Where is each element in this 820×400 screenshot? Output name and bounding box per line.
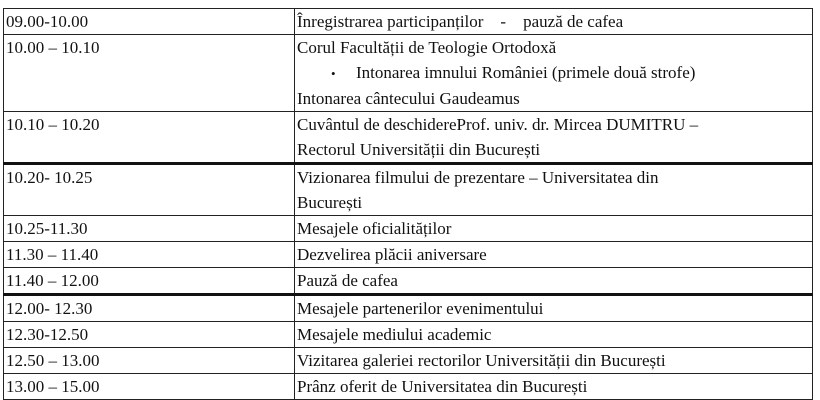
time-cell: 11.40 – 12.00 [3, 267, 295, 295]
table-row: 10.25-11.30 Mesajele oficialităților [3, 215, 813, 242]
time-cell: 12.30-12.50 [3, 321, 295, 348]
time-cell: 09.00-10.00 [3, 8, 295, 35]
time-cell: 12.50 – 13.00 [3, 347, 295, 374]
activity-cell: Mesajele partenerilor evenimentului [294, 293, 813, 322]
time-cell: 10.10 – 10.20 [3, 111, 295, 164]
activity-cell: Corul Facultății de Teologie Ortodoxă • I… [294, 34, 813, 112]
activity-cell: Cuvântul de deschidereProf. univ. dr. Mi… [294, 111, 813, 164]
table-row: 09.00-10.00 Înregistrarea participanțilo… [3, 8, 813, 35]
schedule-table: 09.00-10.00 Înregistrarea participanțilo… [3, 8, 813, 400]
table-row: 12.30-12.50 Mesajele mediului academic [3, 321, 813, 348]
time-cell: 10.25-11.30 [3, 215, 295, 242]
activity-cell: Vizionarea filmului de prezentare – Univ… [294, 162, 813, 216]
bullet-icon: • [331, 66, 336, 81]
activity-text: Intonarea cântecului Gaudeamus [297, 89, 520, 108]
table-row: 11.30 – 11.40 Dezvelirea plăcii aniversa… [3, 241, 813, 268]
time-cell: 10.20- 10.25 [3, 162, 295, 216]
activity-text: Corul Facultății de Teologie Ortodoxă [297, 38, 557, 57]
table-row: 10.00 – 10.10 Corul Facultății de Teolog… [3, 34, 813, 112]
table-row: 12.00- 12.30 Mesajele partenerilor eveni… [3, 293, 813, 322]
activity-cell: Dezvelirea plăcii aniversare [294, 241, 813, 268]
activity-cell: Prânz oferit de Universitatea din Bucure… [294, 373, 813, 400]
bullet-text: Intonarea imnului României (primele două… [356, 63, 696, 82]
activity-cell: Mesajele oficialităților [294, 215, 813, 242]
time-cell: 13.00 – 15.00 [3, 373, 295, 400]
table-row: 10.20- 10.25 Vizionarea filmului de prez… [3, 162, 813, 216]
activity-text: Vizionarea filmului de prezentare – Univ… [297, 168, 659, 187]
table-row: 13.00 – 15.00 Prânz oferit de Universita… [3, 373, 813, 400]
time-cell: 11.30 – 11.40 [3, 241, 295, 268]
activity-text: Înregistrarea participanților - pauză de… [297, 12, 624, 31]
bullet-item: • Intonarea imnului României (primele dou… [297, 60, 810, 86]
activity-cell: Vizitarea galeriei rectorilor Universită… [294, 347, 813, 374]
table-row: 12.50 – 13.00 Vizitarea galeriei rectori… [3, 347, 813, 374]
activity-cell: Pauză de cafea [294, 267, 813, 295]
activity-text: Cuvântul de deschidereProf. univ. dr. Mi… [297, 115, 699, 134]
table-row: 11.40 – 12.00 Pauză de cafea [3, 267, 813, 295]
activity-cell: Mesajele mediului academic [294, 321, 813, 348]
time-cell: 12.00- 12.30 [3, 293, 295, 322]
table-row: 10.10 – 10.20 Cuvântul de deschidereProf… [3, 111, 813, 164]
activity-text: București [297, 193, 363, 212]
activity-cell: Înregistrarea participanților - pauză de… [294, 8, 813, 35]
activity-text: Rectorul Universității din București [297, 140, 541, 159]
time-cell: 10.00 – 10.10 [3, 34, 295, 112]
